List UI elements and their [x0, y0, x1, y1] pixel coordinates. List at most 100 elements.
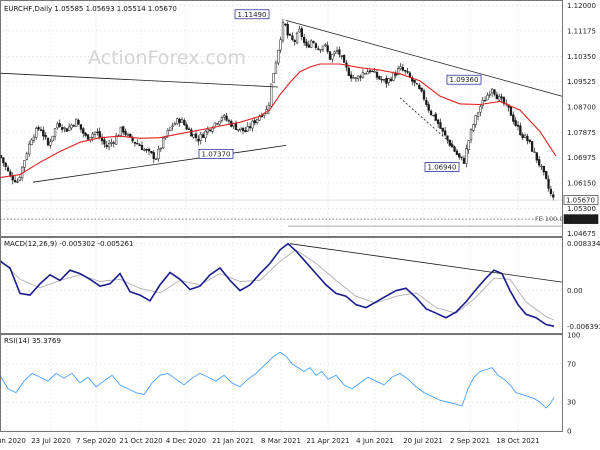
candle-body	[147, 148, 151, 152]
candle-body	[474, 115, 477, 125]
candle-body	[35, 127, 38, 138]
candle-body	[253, 120, 256, 124]
candle-body	[110, 142, 113, 144]
candle-body	[387, 78, 390, 83]
candle-body	[143, 149, 146, 151]
candle-body	[488, 93, 491, 96]
fe-level-annotation: FE 100.0	[535, 215, 564, 223]
candle-body	[481, 100, 484, 106]
candle-body	[371, 70, 374, 73]
candle-body	[498, 96, 501, 101]
x-tick-label: 7 Sep 2020	[76, 437, 116, 445]
price-tick-label: 1.11175	[567, 27, 596, 35]
rsi-panel-frame	[0, 334, 563, 432]
candle-body	[150, 151, 153, 154]
candle-body	[514, 120, 517, 126]
candle-body	[425, 100, 428, 105]
candle-body	[364, 73, 367, 75]
candle-body	[84, 132, 87, 136]
candle-body	[166, 130, 169, 136]
candle-body	[11, 176, 14, 181]
candle-body	[378, 76, 381, 80]
price-annotation-label: 1.09360	[450, 76, 479, 84]
candle-body	[244, 130, 247, 133]
price-annotation-box	[446, 74, 482, 85]
candle-body	[317, 48, 320, 50]
candle-body	[248, 126, 252, 129]
candle-body	[284, 23, 287, 26]
candle-body	[126, 133, 130, 136]
candle-body	[340, 55, 343, 57]
macd-tick-label: 0.008334	[567, 240, 600, 248]
candle-body	[96, 131, 99, 134]
candle-body	[486, 95, 489, 101]
candle-body	[4, 162, 7, 167]
candle-body	[350, 74, 353, 79]
candle-body	[312, 41, 315, 43]
candle-body	[171, 125, 174, 127]
x-tick-label: 21 Apr 2021	[306, 437, 349, 445]
candle-body	[0, 155, 3, 158]
candle-body	[23, 160, 26, 168]
candle-body	[176, 118, 179, 125]
candle-body	[204, 130, 207, 139]
candle-body	[436, 119, 440, 124]
rsi-line	[0, 351, 555, 409]
candle-body	[180, 119, 184, 123]
candle-body	[93, 131, 97, 135]
candle-body	[272, 73, 275, 83]
candle-body	[523, 134, 527, 139]
candle-body	[25, 153, 29, 160]
x-tick-label: 8 Mar 2021	[261, 437, 301, 445]
candle-body	[206, 128, 209, 133]
candle-body	[256, 118, 259, 123]
candle-body	[467, 140, 470, 150]
macd-tick-label: 0.00	[567, 287, 583, 295]
candle-body	[28, 143, 31, 155]
candle-body	[122, 126, 125, 133]
candle-body	[397, 68, 400, 75]
candle-body	[72, 125, 75, 127]
price-tick-label: 1.12000	[567, 2, 596, 10]
candle-body	[105, 144, 108, 147]
candle-body	[79, 124, 83, 130]
candle-body	[526, 136, 529, 141]
candle-body	[380, 79, 383, 81]
x-tick-label: 4 Jun 2021	[356, 437, 394, 445]
candle-body	[185, 124, 188, 130]
candle-body	[469, 129, 473, 141]
candle-body	[178, 118, 181, 123]
candle-body	[225, 115, 228, 121]
candle-body	[199, 133, 202, 141]
macd-panel-frame	[0, 237, 563, 334]
candle-body	[295, 32, 299, 44]
rsi-tick-label: 100	[567, 332, 580, 340]
moving-average-line	[0, 63, 557, 179]
candle-body	[187, 128, 191, 130]
price-trendline	[399, 97, 456, 148]
candle-body	[30, 139, 33, 145]
candle-body	[434, 113, 437, 121]
price-panel-title: EURCHF,Daily 1.05585 1.05693 1.05514 1.0…	[4, 5, 177, 13]
rsi-tick-label: 0	[567, 428, 571, 436]
candle-body	[509, 106, 513, 116]
candle-body	[516, 124, 520, 127]
price-annotation-box	[234, 9, 270, 20]
x-tick-label: 18 Oct 2021	[496, 437, 539, 445]
price-tick-label: 1.05300	[567, 205, 596, 213]
candle-body	[533, 151, 536, 153]
candle-body	[190, 129, 193, 137]
price-annotation-label: 1.06940	[428, 164, 457, 172]
price-annotation-label: 1.07370	[202, 150, 231, 158]
candle-body	[540, 165, 543, 168]
candle-body	[220, 117, 224, 121]
candle-body	[201, 134, 205, 138]
candle-body	[13, 179, 17, 183]
candle-body	[305, 41, 308, 46]
candle-body	[429, 110, 433, 115]
candle-body	[18, 177, 21, 181]
candle-body	[119, 126, 122, 136]
candle-body	[157, 148, 160, 159]
candle-body	[307, 44, 311, 48]
